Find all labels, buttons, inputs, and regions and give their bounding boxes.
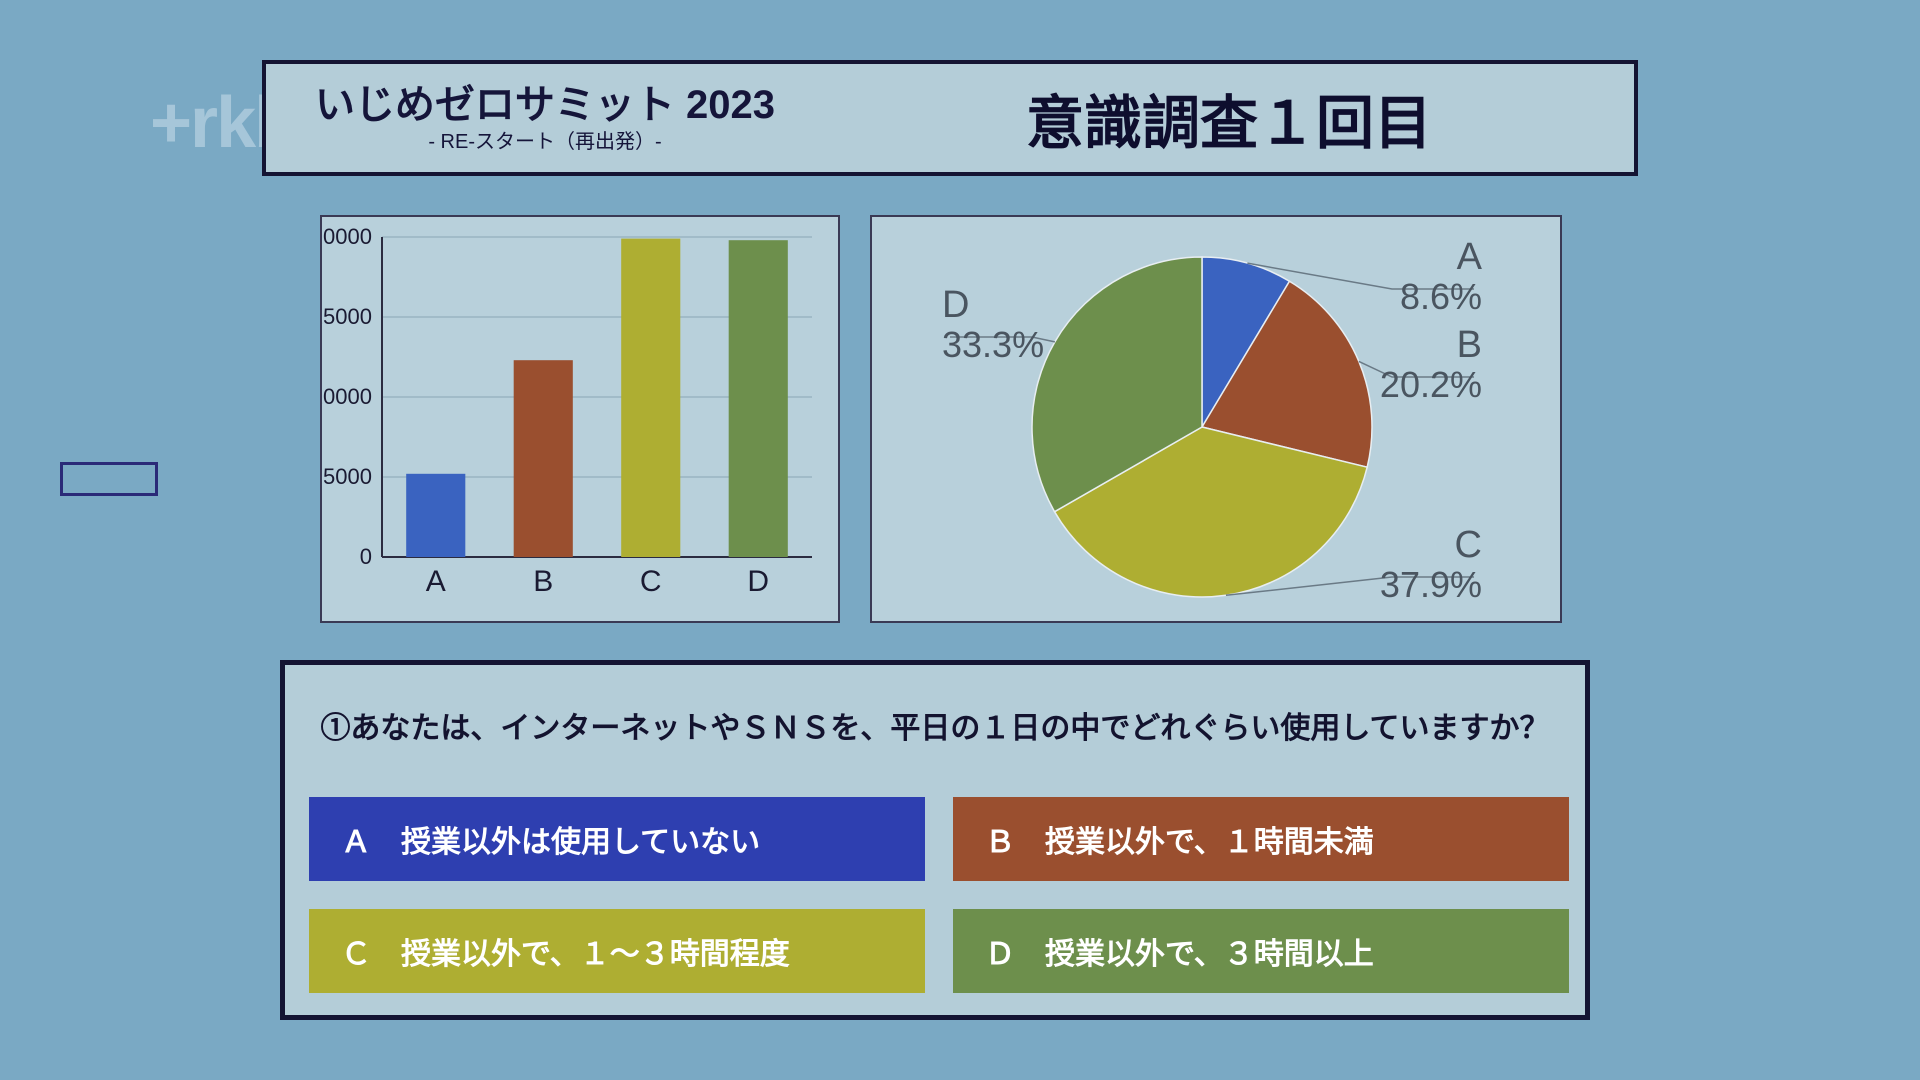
answer-option-d: Ｄ 授業以外で、３時間以上 xyxy=(953,909,1569,993)
pie-chart: A8.6% B20.2% C37.9% D33.3% xyxy=(872,217,1564,625)
svg-text:10000: 10000 xyxy=(322,384,372,409)
svg-text:8.6%: 8.6% xyxy=(1400,276,1482,317)
svg-text:B: B xyxy=(533,565,553,598)
event-subtitle: - RE-スタート（再出発）- xyxy=(428,131,661,153)
question-text: ①あなたは、インターネットやＳＮＳを、平日の１日の中でどれぐらい使用していますか… xyxy=(285,703,1585,747)
svg-text:20.2%: 20.2% xyxy=(1380,364,1482,405)
header-left: いじめゼロサミット 2023 - RE-スタート（再出発）- xyxy=(266,64,824,172)
svg-text:33.3%: 33.3% xyxy=(942,324,1044,365)
svg-text:D: D xyxy=(747,565,769,598)
svg-text:5000: 5000 xyxy=(323,464,372,489)
svg-text:15000: 15000 xyxy=(322,304,372,329)
answer-option-a: Ａ 授業以外は使用していない xyxy=(309,797,925,881)
svg-text:20000: 20000 xyxy=(322,224,372,249)
deco-rect xyxy=(60,462,158,496)
survey-title: 意識調査１回目 xyxy=(824,64,1634,172)
svg-text:A: A xyxy=(426,565,446,598)
answer-option-b: Ｂ 授業以外で、１時間未満 xyxy=(953,797,1569,881)
svg-text:37.9%: 37.9% xyxy=(1380,564,1482,605)
pie-chart-panel: A8.6% B20.2% C37.9% D33.3% xyxy=(870,215,1562,623)
svg-text:A: A xyxy=(1457,236,1483,278)
svg-text:C: C xyxy=(1455,524,1482,566)
bar-chart: 0 5000 10000 15000 20000 A B C D xyxy=(322,217,842,625)
svg-text:B: B xyxy=(1457,324,1482,366)
answer-option-c: Ｃ 授業以外で、１～３時間程度 xyxy=(309,909,925,993)
svg-text:C: C xyxy=(640,565,662,598)
header-banner: いじめゼロサミット 2023 - RE-スタート（再出発）- 意識調査１回目 xyxy=(262,60,1638,176)
question-panel: ①あなたは、インターネットやＳＮＳを、平日の１日の中でどれぐらい使用していますか… xyxy=(280,660,1590,1020)
svg-text:D: D xyxy=(942,284,969,326)
svg-text:0: 0 xyxy=(360,544,372,569)
bar-chart-panel: 0 5000 10000 15000 20000 A B C D xyxy=(320,215,840,623)
event-title: いじめゼロサミット 2023 xyxy=(315,83,775,127)
